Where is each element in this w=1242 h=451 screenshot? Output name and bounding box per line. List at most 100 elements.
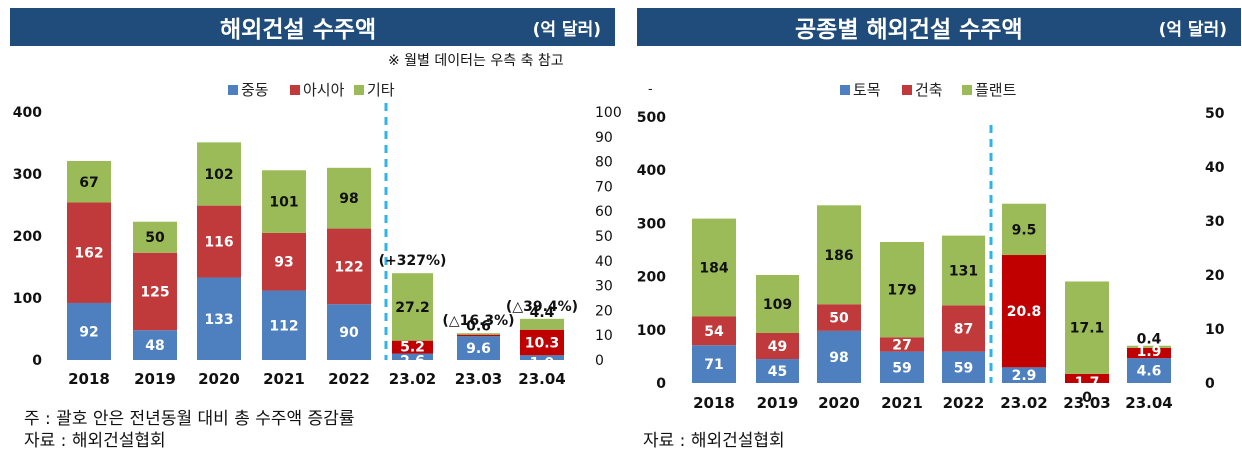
left-right-tick: 100 xyxy=(595,105,622,121)
left-value-label-23.04-아시아: 10.3 xyxy=(525,336,560,352)
left-growth-label-23.02: (+327%) xyxy=(379,253,447,269)
left-right-tick: 60 xyxy=(595,204,613,220)
left-value-label-2018-기타: 67 xyxy=(79,175,98,191)
right-category-label-23.04: 23.04 xyxy=(1125,394,1172,412)
left-unit-label: (억 달러) xyxy=(532,19,601,40)
right-bar-2021-플랜트 xyxy=(880,242,924,338)
right-chart-title: 공종별 해외건설 수주액 xyxy=(795,17,1023,43)
right-value-label-23.02-플랜트: 9.5 xyxy=(1012,222,1037,238)
left-value-label-2019-중동: 48 xyxy=(145,338,164,354)
right-bar-2020-플랜트 xyxy=(817,205,861,305)
left-value-label-23.03-기타: 0.6 xyxy=(466,319,491,335)
right-axis-dash: - xyxy=(648,82,653,97)
right-legend-label-2: 플랜트 xyxy=(975,81,1017,99)
left-right-tick: 40 xyxy=(595,254,613,270)
left-value-label-2021-아시아: 93 xyxy=(274,255,293,271)
right-bar-2021-건축 xyxy=(880,337,924,352)
left-legend-swatch-2 xyxy=(354,85,364,95)
left-bar-2018-아시아 xyxy=(67,202,111,303)
left-bar-2019-중동 xyxy=(133,330,177,360)
right-left-tick: 100 xyxy=(637,323,666,339)
left-bar-2019-아시아 xyxy=(133,252,177,331)
right-legend-swatch-0 xyxy=(840,85,850,95)
left-legend-swatch-0 xyxy=(228,85,238,95)
left-bar-2022-아시아 xyxy=(327,228,371,305)
left-right-tick: 80 xyxy=(595,155,613,171)
left-left-tick: 300 xyxy=(13,167,42,183)
right-value-label-23.02-토목: 2.9 xyxy=(1012,368,1037,384)
left-value-label-2019-기타: 50 xyxy=(145,230,165,246)
left-bar-23.04-기타 xyxy=(520,318,564,330)
left-footnote: 주 : 괄호 안은 전년동월 대비 총 수주액 증감률 xyxy=(24,409,355,429)
right-value-label-23.03-건축: 1.7 xyxy=(1075,375,1100,391)
left-value-label-23.04-기타: 4.4 xyxy=(530,305,555,321)
right-legend-swatch-2 xyxy=(962,85,972,95)
left-right-tick: 0 xyxy=(595,353,604,369)
right-bar-2022-플랜트 xyxy=(942,235,985,306)
right-value-label-2020-플랜트: 186 xyxy=(824,248,853,264)
left-bar-23.03-기타 xyxy=(457,333,500,335)
right-value-label-2021-건축: 27 xyxy=(892,337,911,353)
right-left-tick: 500 xyxy=(637,110,666,126)
right-bar-2022-건축 xyxy=(942,305,985,352)
left-value-label-23.02-기타: 27.2 xyxy=(395,300,430,316)
left-bar-2020-아시아 xyxy=(197,205,241,278)
left-bar-2020-기타 xyxy=(197,142,241,206)
right-value-label-2022-플랜트: 131 xyxy=(949,263,978,279)
right-bar-23.02-플랜트 xyxy=(1002,203,1046,256)
right-right-tick: 40 xyxy=(1205,160,1225,176)
left-value-label-2018-아시아: 162 xyxy=(74,246,103,262)
right-bar-2021-토목 xyxy=(880,351,924,383)
left-bar-23.02-기타 xyxy=(392,273,433,341)
right-bar-2019-건축 xyxy=(756,332,799,360)
left-value-label-23.02-아시아: 5.2 xyxy=(400,340,425,356)
left-value-label-2021-기타: 101 xyxy=(269,195,298,211)
right-bar-2022-토목 xyxy=(942,351,985,383)
right-value-label-23.04-건축: 1.9 xyxy=(1137,344,1162,360)
right-bar-2018-건축 xyxy=(692,316,736,346)
right-title-banner: 공종별 해외건설 수주액 (억 달러) xyxy=(637,8,1241,46)
left-right-tick: 70 xyxy=(595,179,613,195)
left-left-tick: 100 xyxy=(13,291,42,307)
right-left-tick: 0 xyxy=(656,376,666,392)
left-right-tick: 20 xyxy=(595,303,613,319)
right-panel: 공종별 해외건설 수주액 (억 달러) 자료 : 해외건설협회 xyxy=(621,0,1242,451)
left-category-label-2022: 2022 xyxy=(328,370,370,388)
right-legend-label-1: 건축 xyxy=(915,81,943,99)
left-value-label-23.02-중동: 2.6 xyxy=(400,354,425,370)
left-value-label-2022-기타: 98 xyxy=(339,191,358,207)
right-right-tick: 20 xyxy=(1205,268,1225,284)
right-value-label-2019-건축: 49 xyxy=(768,339,787,355)
left-source: 자료 : 해외건설협회 xyxy=(24,431,166,451)
right-value-label-2021-토목: 59 xyxy=(892,360,911,376)
left-bar-2019-기타 xyxy=(133,221,177,253)
right-value-label-2022-건축: 87 xyxy=(954,321,973,337)
right-bar-23.04-토목 xyxy=(1127,358,1171,383)
right-source: 자료 : 해외건설협회 xyxy=(643,431,785,451)
right-right-tick: 0 xyxy=(1205,376,1215,392)
right-bar-2019-토목 xyxy=(756,359,799,383)
right-value-label-23.04-플랜트: 0.4 xyxy=(1137,332,1162,348)
left-category-label-23.02: 23.02 xyxy=(389,370,436,388)
right-bar-2020-토목 xyxy=(817,330,861,383)
left-legend-label-0: 중동 xyxy=(241,81,269,99)
left-value-label-2022-아시아: 122 xyxy=(334,259,363,275)
left-panel: 해외건설 수주액 (억 달러) ※ 월별 데이터는 우측 축 참고 주 : 괄호… xyxy=(10,8,615,451)
left-left-tick: 400 xyxy=(13,105,42,121)
left-growth-label-23.03: (△16.3%) xyxy=(442,313,514,329)
right-value-label-2018-플랜트: 184 xyxy=(699,261,728,277)
left-bar-2018-중동 xyxy=(67,302,111,360)
right-category-label-23.02: 23.02 xyxy=(1000,394,1047,412)
left-bar-23.04-중동 xyxy=(520,355,564,360)
left-legend-swatch-1 xyxy=(290,85,300,95)
right-value-label-2018-건축: 54 xyxy=(704,324,724,340)
left-right-tick: 90 xyxy=(595,130,613,146)
left-bar-2022-중동 xyxy=(327,304,371,360)
left-bar-2021-아시아 xyxy=(262,232,306,291)
right-bar-23.04-건축 xyxy=(1127,347,1171,359)
right-category-label-2022: 2022 xyxy=(943,394,985,412)
right-value-label-2020-건축: 50 xyxy=(829,311,849,327)
left-bar-2022-기타 xyxy=(327,167,371,229)
right-value-label-2022-토목: 59 xyxy=(954,360,973,376)
